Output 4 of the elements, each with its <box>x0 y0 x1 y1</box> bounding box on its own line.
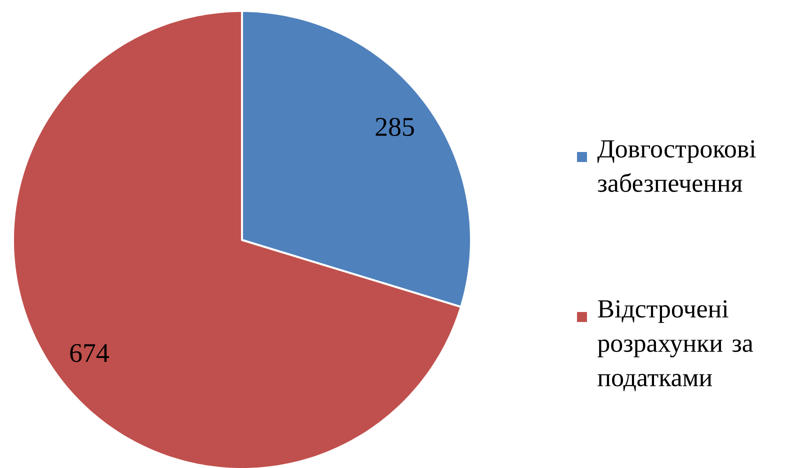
legend-label: Довгострокові забезпечення <box>597 140 756 192</box>
data-label: 285 <box>376 118 414 136</box>
legend-label: Відстрочені розрахунки за податками <box>598 300 754 392</box>
data-label: 674 <box>70 344 109 362</box>
